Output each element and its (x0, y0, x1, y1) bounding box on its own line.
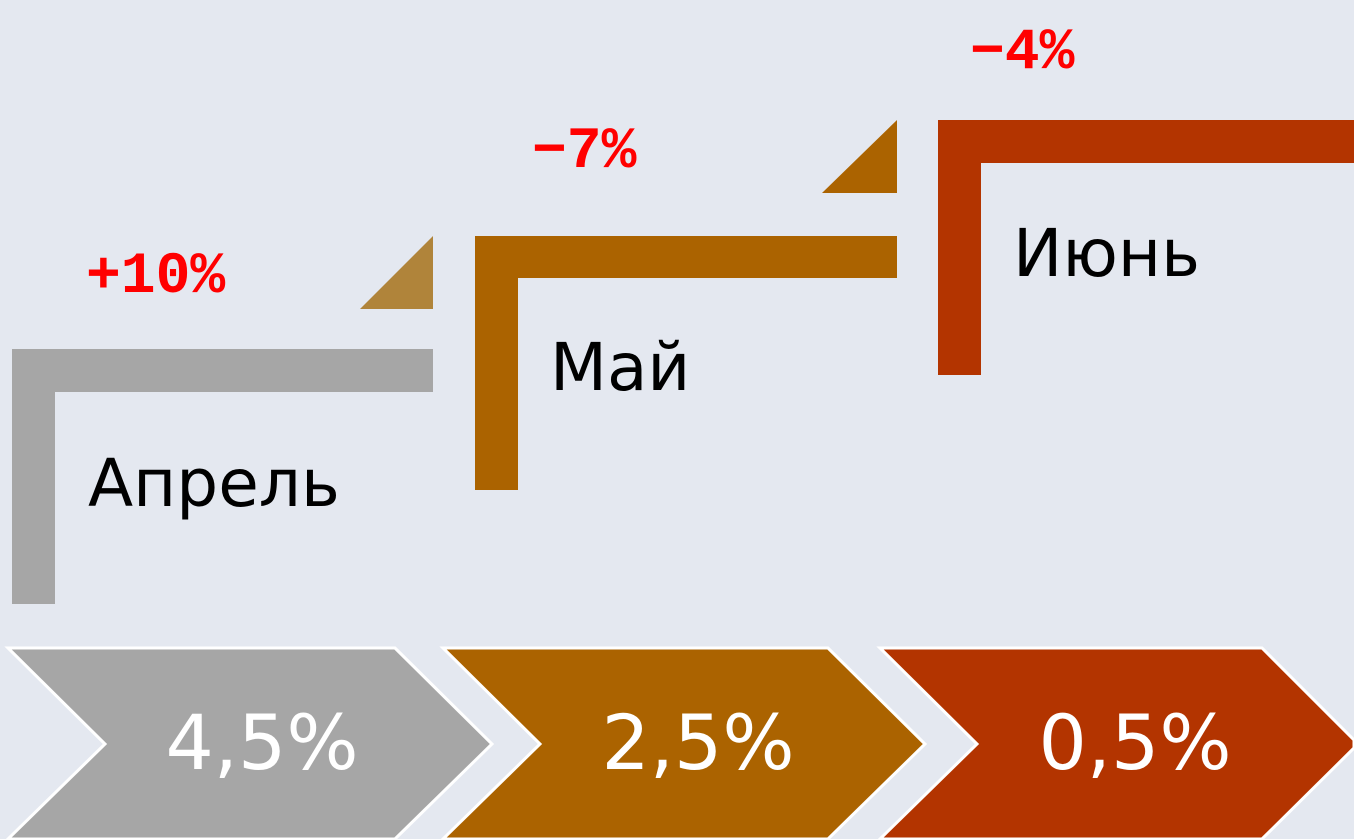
chevron (439, 646, 928, 839)
step-june: Июнь −4% (938, 21, 1354, 375)
step-change: −4% (970, 21, 1075, 86)
step-label: Апрель (88, 445, 340, 522)
step-change: +10% (86, 245, 225, 310)
step-bar (475, 236, 518, 490)
step-bar (475, 236, 897, 278)
step-bar (12, 349, 55, 604)
step-label: Июнь (1013, 215, 1200, 292)
step-value: 2,5% (601, 698, 794, 787)
step-label: Май (550, 329, 690, 406)
chevron (4, 646, 495, 839)
chevron (876, 646, 1354, 839)
step-triangle (822, 120, 897, 193)
step-may: Май −7% (475, 120, 897, 490)
step-triangle (360, 236, 433, 309)
step-bar (12, 349, 433, 392)
step-bar (938, 120, 981, 375)
step-value: 0,5% (1038, 698, 1231, 787)
step-bar (938, 120, 1354, 163)
step-change: −7% (532, 120, 637, 185)
step-value: 4,5% (165, 698, 358, 787)
step-april: Апрель +10% (12, 236, 433, 604)
